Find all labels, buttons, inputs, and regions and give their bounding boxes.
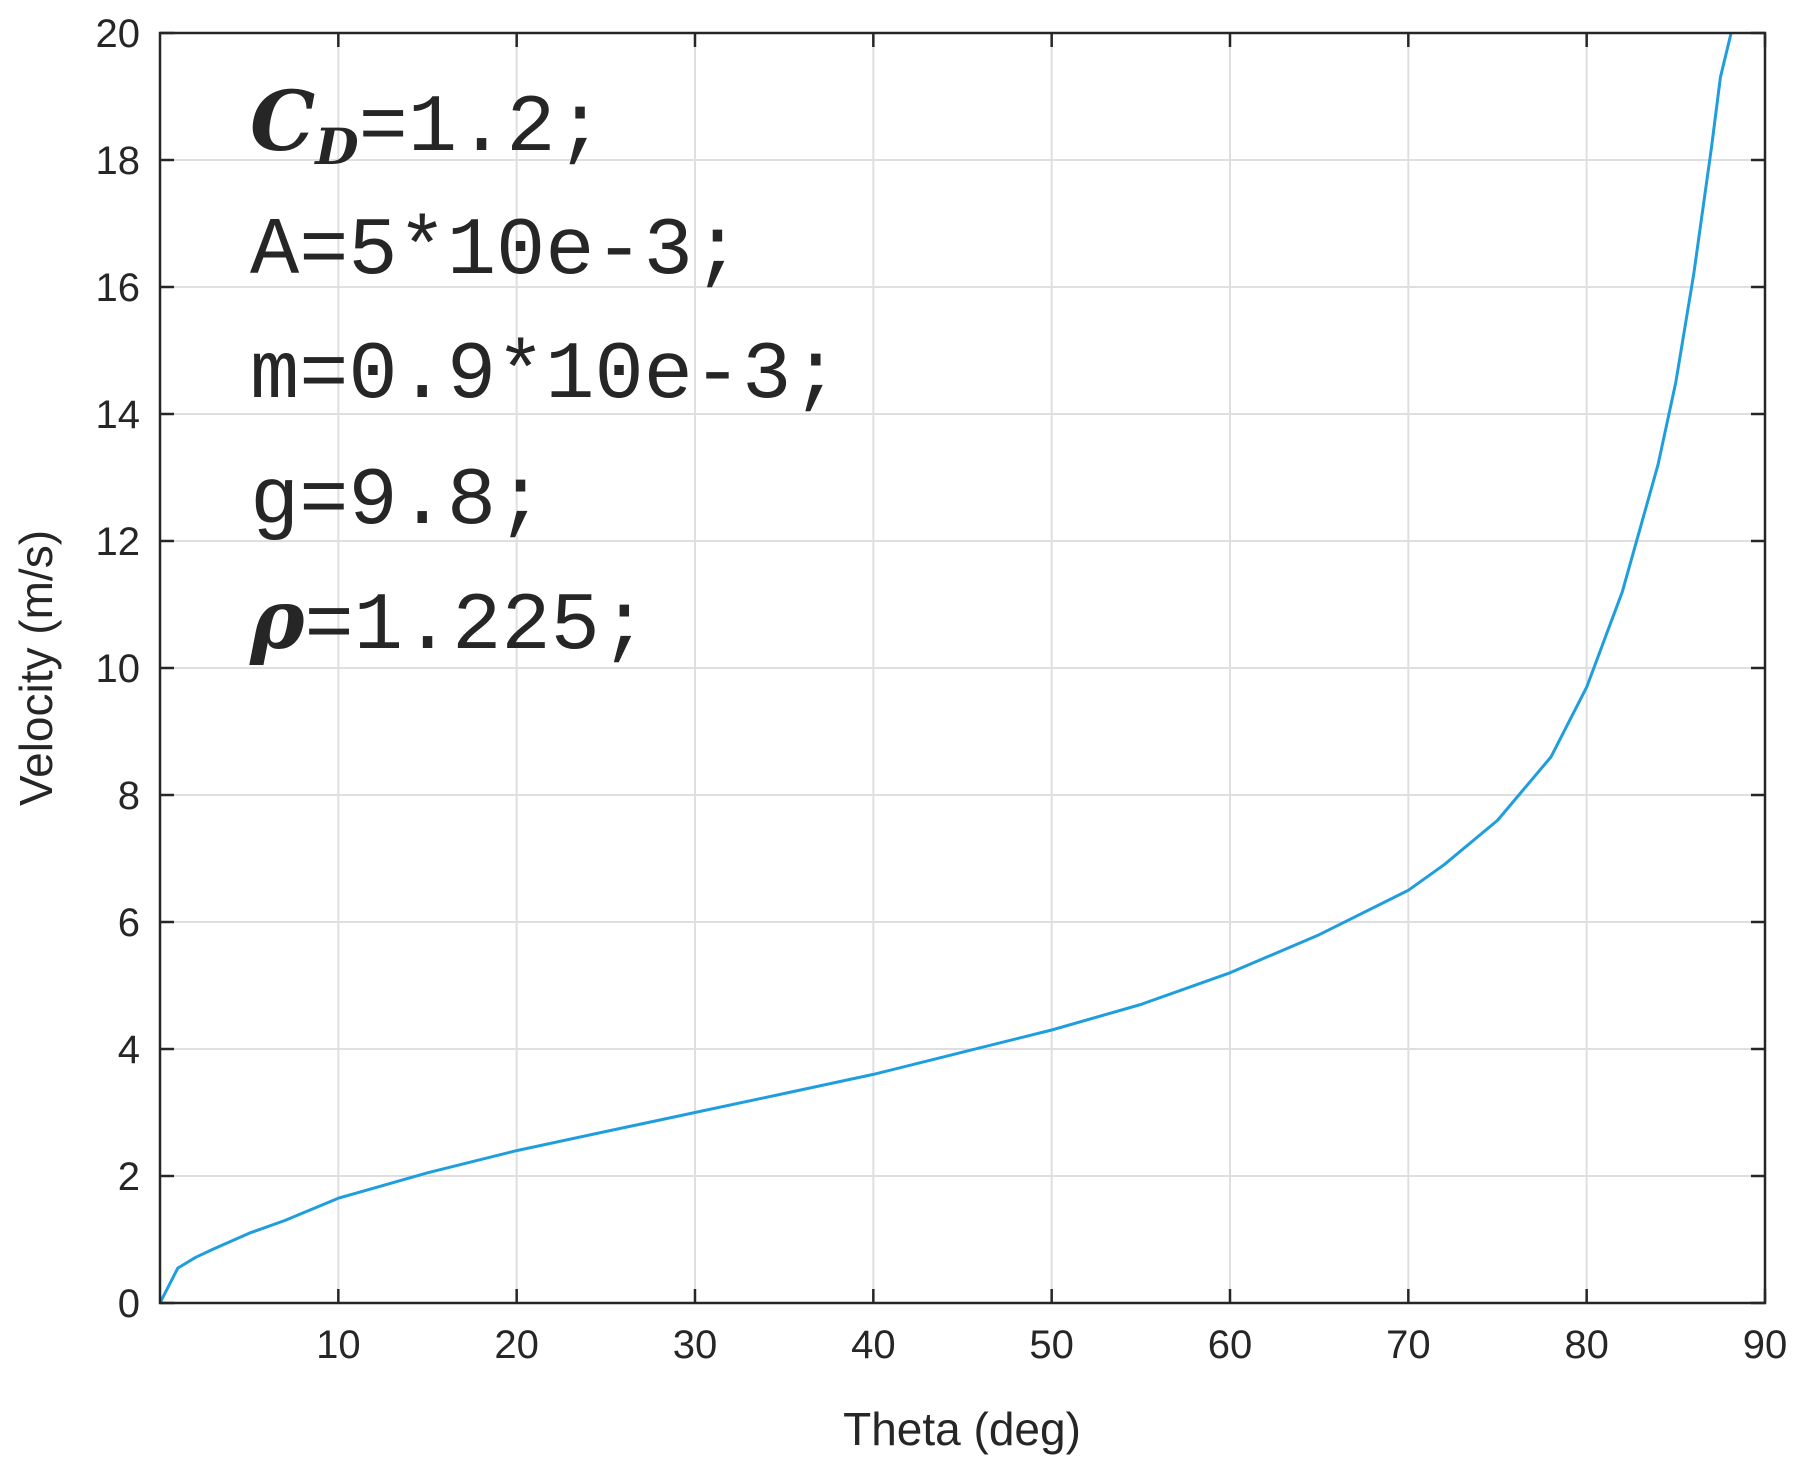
x-tick-label: 80 [1564,1323,1609,1367]
y-tick-label: 4 [118,1028,140,1072]
y-tick-label: 14 [96,393,141,437]
annotation-subscript: D [313,117,358,176]
axes [158,31,1767,1305]
series-layer [158,32,1733,1304]
x-tick-label: 70 [1386,1323,1431,1367]
y-tick-label: 10 [96,647,141,691]
y-tick-label: 20 [96,12,141,56]
annotation-symbol: ρ [249,572,305,668]
x-tick-label: 50 [1029,1323,1074,1367]
x-tick-label: 10 [316,1323,361,1367]
y-tick-label: 2 [118,1155,140,1199]
annotation-text: =1.225; [305,580,649,673]
series-line-0 [158,32,1733,1304]
y-tick-label: 12 [96,520,141,564]
y-tick-label: 18 [96,139,141,183]
annotation-line: A=5*10e-3; [250,205,742,298]
x-tick-label: 90 [1743,1323,1788,1367]
annotation-symbol: C [250,74,315,170]
annotation-line: m=0.9*10e-3; [250,329,841,422]
annotation-text: g=9.8; [250,455,545,548]
tick-labels: 10 20 30 40 50 60 70 80 90 0 2 4 6 8 10 12 14 16 18 20 [96,12,1788,1367]
y-axis-title: Velocity (m/s) [10,530,62,806]
x-tick-label: 30 [673,1323,718,1367]
x-tick-label: 40 [851,1323,896,1367]
x-tick-label: 60 [1208,1323,1253,1367]
y-tick-label: 0 [118,1282,140,1326]
y-tick-label: 8 [118,774,140,818]
y-tick-label: 6 [118,901,140,945]
y-tick-label: 16 [96,266,141,310]
x-tick-label: 20 [494,1323,539,1367]
annotation-line: CD=1.2; [250,74,605,176]
annotation-text: =1.2; [359,82,605,175]
annotation-text: m=0.9*10e-3; [250,329,841,422]
annotation-text: A=5*10e-3; [250,205,742,298]
annotation-line: ρ=1.225; [249,572,649,673]
x-axis-title: Theta (deg) [843,1403,1081,1455]
annotation-block: CD=1.2;A=5*10e-3;m=0.9*10e-3;g=9.8;ρ=1.2… [249,74,841,673]
annotation-line: g=9.8; [250,455,545,548]
